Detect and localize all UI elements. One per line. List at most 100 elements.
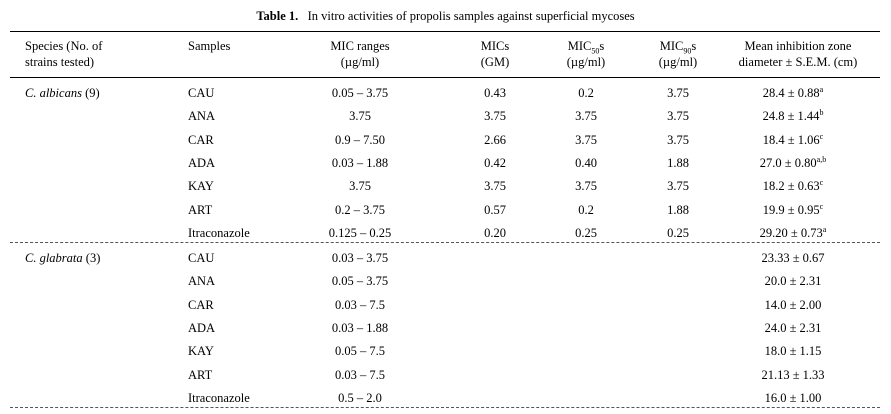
mic90-cell: 3.75 [667, 132, 689, 147]
zone-superscript: a [819, 84, 824, 94]
table-title: In vitro activities of propolis samples … [307, 9, 635, 23]
header-species: Species (No. of strains tested) [25, 38, 102, 70]
mic-range-cell: 3.75 [349, 109, 371, 124]
mic-gm-cell: 0.43 [484, 86, 506, 100]
header-mics-gm-line1: MICs [480, 39, 510, 53]
mic-range-cell: 0.05 – 3.75 [331, 274, 389, 289]
table-row: ADA 0.03 – 1.88 0.42 0.40 1.88 27.0 ± 0.80a,b [0, 155, 891, 178]
mic50-cell: 0.2 [578, 202, 594, 217]
zone-cell: 23.33 ± 0.67 [748, 250, 838, 266]
mic-gm-cell: 3.75 [484, 109, 506, 124]
table-row: KAY 3.75 3.75 3.75 3.75 18.2 ± 0.63c [0, 178, 891, 201]
zone-value: 23.33 ± 0.67 [761, 251, 825, 265]
mic-range-cell: 0.05 – 3.75 [331, 86, 389, 100]
species-name: C. albicans [25, 86, 82, 100]
mic-range-cell: 0.03 – 7.5 [335, 367, 385, 382]
header-species-line1: Species (No. of [25, 39, 103, 53]
zone-cell: 28.4 ± 0.88a [748, 85, 838, 101]
zone-cell: 18.0 ± 1.15 [748, 343, 838, 359]
mic-range-cell: 0.05 – 7.5 [335, 344, 385, 359]
mic90-cell: 1.88 [667, 202, 689, 217]
group-divider [10, 242, 880, 243]
mic50-cell: 3.75 [575, 109, 597, 124]
table-row: Itraconazole 0.5 – 2.0 16.0 ± 1.00 [0, 390, 891, 413]
header-mic50-line2: (µg/ml) [566, 55, 606, 69]
table-caption: Table 1. In vitro activities of propolis… [0, 9, 891, 24]
zone-cell: 19.9 ± 0.95c [748, 202, 838, 218]
zone-value: 29.20 ± 0.73 [759, 225, 823, 240]
sample-cell: Itraconazole [188, 390, 250, 405]
mic50-cell: 0.2 [578, 86, 594, 100]
table-row: ART 0.2 – 3.75 0.57 0.2 1.88 19.9 ± 0.95c [0, 202, 891, 225]
table-row: CAR 0.03 – 7.5 14.0 ± 2.00 [0, 297, 891, 320]
mic-gm-cell: 0.20 [484, 225, 506, 240]
species-cell: C. glabrata (3) [25, 250, 100, 266]
header-zone: Mean inhibition zone diameter ± S.E.M. (… [728, 38, 868, 70]
bottom-rule [10, 407, 880, 408]
sample-cell: ADA [188, 320, 216, 335]
zone-value: 20.0 ± 2.31 [764, 274, 822, 289]
sample-cell: CAU [188, 86, 215, 100]
mic50-cell: 3.75 [575, 179, 597, 194]
zone-superscript: a,b [816, 154, 827, 164]
mic-range-cell: 0.03 – 1.88 [331, 320, 389, 335]
mic-range-cell: 0.03 – 1.88 [331, 155, 389, 170]
zone-cell: 16.0 ± 1.00 [748, 390, 838, 406]
species-count: (9) [81, 86, 100, 100]
header-mic50-pre: MIC [567, 39, 592, 53]
mic-range-cell: 0.03 – 3.75 [331, 251, 389, 265]
zone-superscript: b [819, 108, 824, 118]
zone-cell: 18.2 ± 0.63c [748, 178, 838, 194]
zone-value: 24.0 ± 2.31 [764, 320, 822, 335]
header-samples: Samples [188, 38, 230, 54]
zone-value: 27.0 ± 0.80 [759, 155, 817, 170]
mic-gm-cell: 3.75 [484, 179, 506, 194]
header-mic-ranges-line2: (µg/ml) [340, 55, 380, 69]
table-row: CAR 0.9 – 7.50 2.66 3.75 3.75 18.4 ± 1.06c [0, 132, 891, 155]
header-mic50: MIC50s (µg/ml) [556, 38, 616, 70]
zone-cell: 29.20 ± 0.73a [748, 225, 838, 241]
zone-value: 18.0 ± 1.15 [764, 344, 822, 359]
zone-value: 18.4 ± 1.06 [762, 132, 820, 147]
sample-cell: CAR [188, 132, 214, 147]
header-mic90-line1: MIC90s [648, 38, 708, 56]
mic90-cell: 3.75 [667, 86, 689, 100]
species-count: (3) [82, 251, 101, 265]
zone-value: 16.0 ± 1.00 [764, 390, 822, 405]
header-mic90-sub: 90 [683, 46, 692, 56]
sample-cell: ANA [188, 109, 216, 124]
sample-cell: ART [188, 202, 213, 217]
mic-range-cell: 0.5 – 2.0 [338, 390, 382, 405]
mic-range-cell: 0.125 – 0.25 [328, 225, 392, 240]
zone-value: 19.9 ± 0.95 [762, 202, 820, 217]
sample-cell: CAU [188, 251, 215, 265]
header-mic50-post: s [599, 39, 605, 53]
zone-cell: 21.13 ± 1.33 [748, 367, 838, 383]
mic90-cell: 3.75 [667, 109, 689, 124]
table-row: KAY 0.05 – 7.5 18.0 ± 1.15 [0, 343, 891, 366]
zone-superscript: c [819, 178, 824, 188]
zone-value: 24.8 ± 1.44 [762, 109, 820, 124]
mic-range-cell: 0.2 – 3.75 [335, 202, 385, 217]
zone-superscript: c [819, 131, 824, 141]
header-samples-label: Samples [188, 39, 231, 53]
header-mic-ranges: MIC ranges (µg/ml) [300, 38, 420, 70]
mic-gm-cell: 2.66 [484, 132, 506, 147]
header-mic50-line1: MIC50s [556, 38, 616, 55]
mic50-cell: 3.75 [575, 132, 597, 147]
sample-cell: KAY [188, 344, 214, 359]
species-name: C. glabrata [25, 251, 83, 265]
mic90-cell: 3.75 [667, 179, 689, 194]
header-zone-line1: Mean inhibition zone [744, 39, 852, 53]
zone-value: 18.2 ± 0.63 [762, 179, 820, 194]
zone-cell: 14.0 ± 2.00 [748, 297, 838, 313]
table-row: ANA 0.05 – 3.75 20.0 ± 2.31 [0, 273, 891, 296]
species-cell: C. albicans (9) [25, 85, 100, 101]
sample-cell: Itraconazole [188, 225, 250, 240]
mic-range-cell: 3.75 [349, 179, 371, 194]
header-mic90-pre: MIC [659, 39, 684, 53]
table-row: ADA 0.03 – 1.88 24.0 ± 2.31 [0, 320, 891, 343]
zone-value: 28.4 ± 0.88 [762, 86, 820, 100]
sample-cell: ART [188, 367, 213, 382]
table-row: ART 0.03 – 7.5 21.13 ± 1.33 [0, 367, 891, 390]
